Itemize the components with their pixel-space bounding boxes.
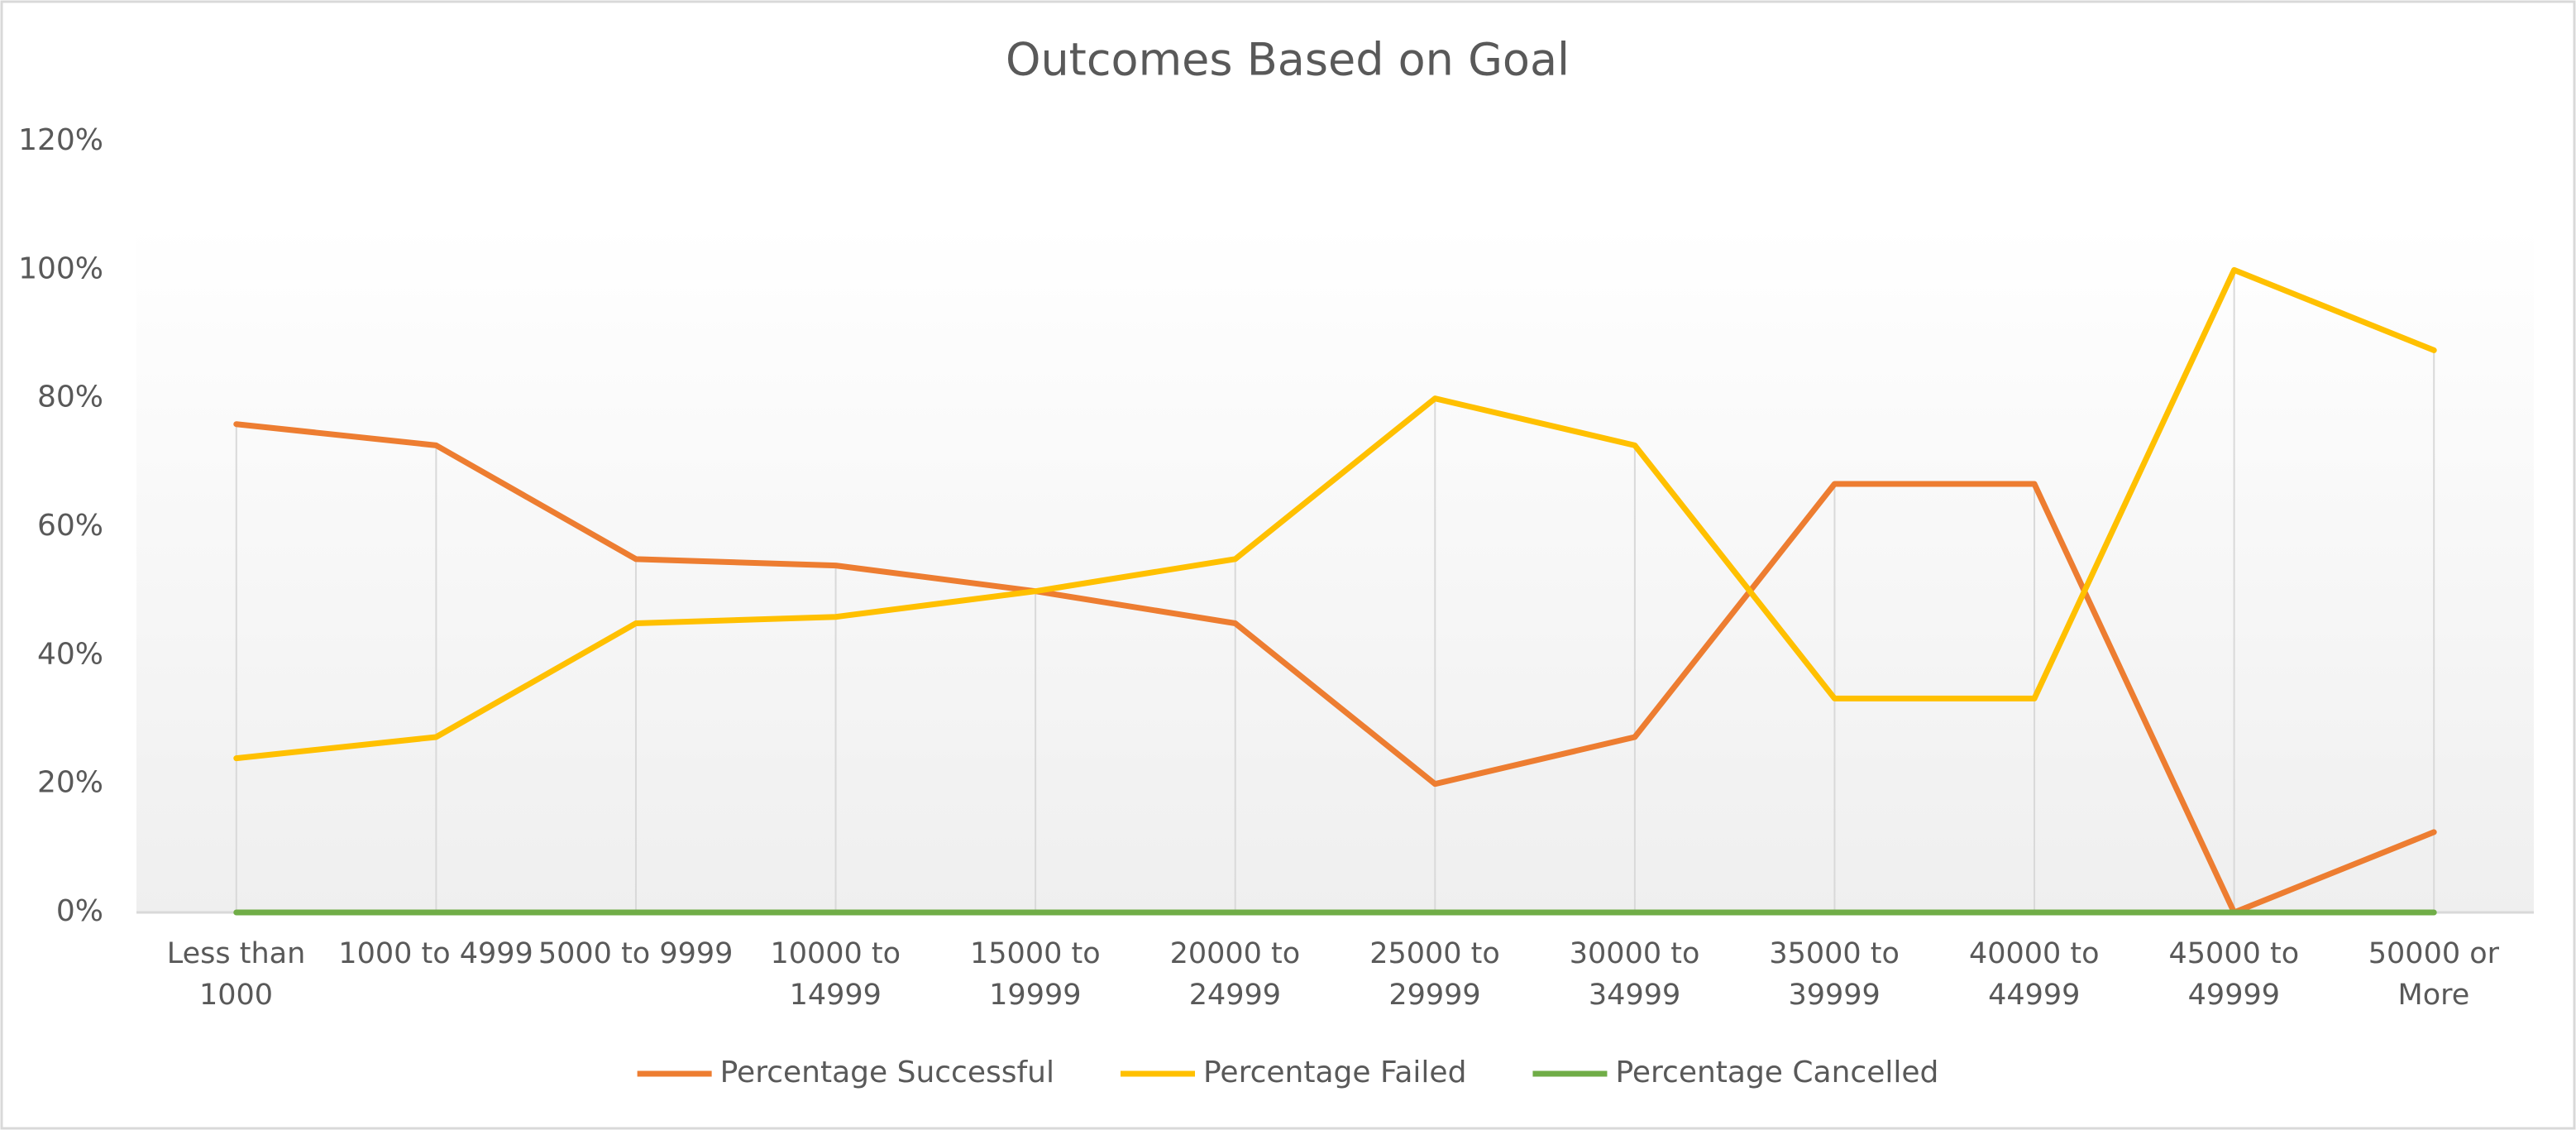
x-tick-label: 50000 or More [2368, 937, 2500, 1012]
series-line [233, 266, 2437, 762]
chart-title: Outcomes Based on Goal [1006, 34, 1570, 86]
x-tick-label: 15000 to 19999 [970, 937, 1101, 1012]
y-tick-label: 120% [18, 123, 103, 157]
y-tick-label: 0% [56, 894, 103, 928]
series-line [233, 421, 2437, 916]
x-tick-label: 40000 to 44999 [1968, 937, 2100, 1012]
legend-label: Percentage Successful [720, 1056, 1054, 1089]
legend-label: Percentage Cancelled [1615, 1056, 1938, 1089]
y-tick-label: 80% [37, 381, 103, 414]
x-tick-label: 20000 to 24999 [1169, 937, 1301, 1012]
plot-background [136, 223, 2534, 912]
x-tick-label: 1000 to 4999 [338, 937, 533, 970]
y-tick-label: 20% [37, 766, 103, 800]
x-tick-label: 45000 to 49999 [2168, 937, 2300, 1012]
x-tick-label: Less than 1000 [166, 937, 306, 1012]
x-tick-label: 25000 to 29999 [1369, 937, 1500, 1012]
x-tick-label: 5000 to 9999 [538, 937, 734, 970]
y-tick-label: 60% [37, 509, 103, 543]
x-tick-label: 35000 to 39999 [1769, 937, 1900, 1012]
y-tick-label: 40% [37, 637, 103, 671]
x-tick-label: 30000 to 34999 [1569, 937, 1700, 1012]
x-tick-label: 10000 to 14999 [770, 937, 901, 1012]
y-tick-label: 100% [18, 251, 103, 285]
legend-label: Percentage Failed [1203, 1056, 1466, 1089]
